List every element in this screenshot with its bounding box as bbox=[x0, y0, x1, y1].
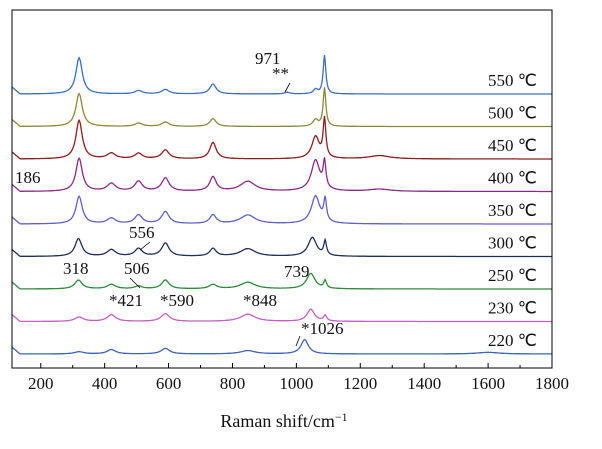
spectrum-line-4 bbox=[11, 236, 552, 258]
temperature-labels: 220 ℃ 230 ℃ 250 ℃ 300 ℃ 350 ℃ 400 ℃ 450 ℃ 500 ℃… bbox=[488, 71, 537, 350]
x-tick-label: 1800 bbox=[535, 374, 569, 393]
spectrum-line-7 bbox=[11, 115, 552, 160]
x-tick-label: 400 bbox=[92, 374, 118, 393]
peak-annotation: *848 bbox=[243, 291, 277, 310]
spectrum-line-1 bbox=[11, 338, 552, 355]
spectrum-line-5 bbox=[11, 194, 552, 225]
leader-line-971 bbox=[284, 82, 291, 93]
x-tick-label: 200 bbox=[28, 374, 54, 393]
plot-frame bbox=[11, 9, 553, 369]
x-tick-label: 1000 bbox=[279, 374, 313, 393]
x-tick-label: 600 bbox=[156, 374, 182, 393]
x-tick-label: 1400 bbox=[407, 374, 441, 393]
x-tick-label: 1600 bbox=[471, 374, 505, 393]
peak-annotation: 318 bbox=[63, 259, 89, 278]
peak-annotation: ** bbox=[272, 64, 289, 83]
spectrum-line-3 bbox=[11, 272, 552, 290]
peak-annotation: *1026 bbox=[301, 319, 344, 338]
temperature-label: 300 ℃ bbox=[488, 234, 537, 253]
peak-annotation: 971 bbox=[255, 49, 281, 68]
spectra-group bbox=[11, 55, 552, 355]
x-tick-label: 1200 bbox=[343, 374, 377, 393]
spectrum-line-6 bbox=[11, 157, 552, 193]
peak-annotation: *590 bbox=[160, 291, 194, 310]
leader-line-506 bbox=[129, 277, 141, 289]
temperature-label: 250 ℃ bbox=[488, 266, 537, 285]
temperature-label: 400 ℃ bbox=[488, 169, 537, 188]
temperature-label: 450 ℃ bbox=[488, 136, 537, 155]
temperature-label: 350 ℃ bbox=[488, 201, 537, 220]
peak-annotation: 506 bbox=[124, 259, 150, 278]
peak-annotation: 739 bbox=[284, 262, 310, 281]
spectrum-line-2 bbox=[11, 308, 552, 323]
peak-annotation: *421 bbox=[109, 291, 143, 310]
peak-annotations: 971** 186 556 318 506 739 *421 *590 *848 *1026 bbox=[15, 49, 344, 347]
peak-annotation: 556 bbox=[129, 223, 155, 242]
x-axis-label-superscript: −1 bbox=[335, 410, 348, 424]
temperature-label: 230 ℃ bbox=[488, 299, 537, 318]
spectrum-line-9 bbox=[11, 55, 552, 95]
x-axis-label: Raman shift/cm−1 bbox=[220, 410, 347, 431]
peak-annotation: 186 bbox=[15, 168, 41, 187]
x-axis-ticks: 200 400 600 800 1000 1200 1400 1600 1800 bbox=[28, 363, 569, 393]
temperature-label: 220 ℃ bbox=[488, 331, 537, 350]
leader-line-556 bbox=[139, 241, 151, 251]
temperature-label: 500 ℃ bbox=[488, 104, 537, 123]
spectrum-line-8 bbox=[11, 87, 552, 128]
leader-line-1026 bbox=[295, 335, 301, 347]
temperature-label: 550 ℃ bbox=[488, 71, 537, 90]
x-tick-label: 800 bbox=[220, 374, 246, 393]
